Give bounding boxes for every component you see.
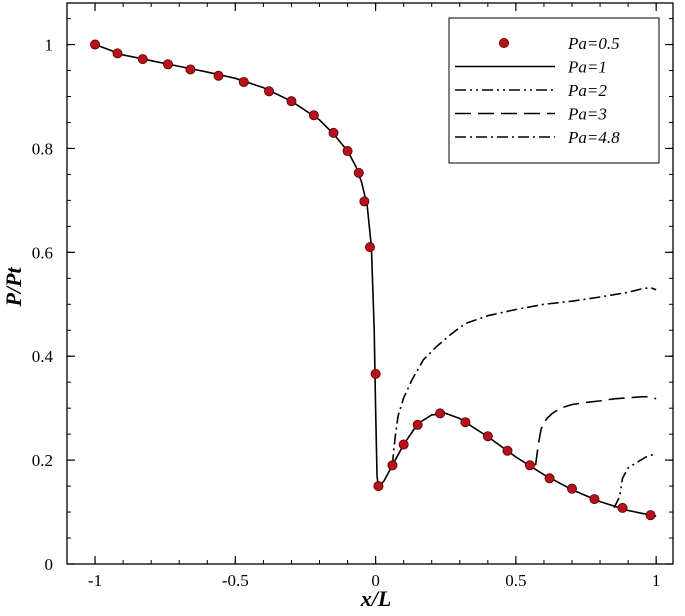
plot-frame <box>66 2 674 565</box>
data-point <box>185 64 196 75</box>
data-point <box>308 110 319 121</box>
legend-label: Pa=4.8 <box>567 128 620 147</box>
data-point <box>645 510 656 521</box>
data-point <box>213 70 224 81</box>
legend-label: Pa=1 <box>567 58 607 77</box>
series-line-3 <box>534 395 657 466</box>
legend-box <box>448 17 660 164</box>
data-point <box>589 494 600 505</box>
data-point <box>263 86 274 97</box>
data-point <box>387 460 398 471</box>
data-point <box>544 473 555 484</box>
x-tick-label: 1 <box>652 571 661 590</box>
data-point <box>398 439 409 450</box>
legend-label: Pa=0.5 <box>567 34 620 53</box>
series-layer <box>90 39 657 521</box>
x-tick-label: -0.5 <box>222 571 249 590</box>
data-point <box>90 39 101 50</box>
legend-label: Pa=2 <box>567 81 607 100</box>
data-point <box>370 368 381 379</box>
x-tick-label: -1 <box>88 571 102 590</box>
data-point <box>364 242 375 253</box>
data-point <box>435 408 446 419</box>
legend: Pa=0.5 Pa=1 Pa=2 Pa=3 Pa=4.8 <box>448 17 660 164</box>
axis-ticks: -1 -0.5 0 0.5 1 0 0.2 0.4 0.6 0.8 1 <box>32 3 673 590</box>
legend-marker <box>498 38 509 49</box>
y-tick-label: 0.2 <box>32 451 53 470</box>
x-tick-label: 0 <box>371 571 380 590</box>
x-tick-label: 0.5 <box>505 571 526 590</box>
data-point <box>567 483 578 494</box>
data-point <box>412 419 423 430</box>
data-point <box>342 146 353 157</box>
series-line-4 <box>391 286 657 466</box>
y-tick-label: 1 <box>45 36 54 55</box>
data-point <box>238 76 249 87</box>
data-point <box>524 460 535 471</box>
legend-label: Pa=3 <box>567 105 607 124</box>
data-point <box>502 445 513 456</box>
y-tick-label: 0.6 <box>32 243 53 262</box>
data-point <box>359 196 370 207</box>
y-tick-label: 0.4 <box>32 347 54 366</box>
data-point <box>112 48 123 59</box>
y-tick-label: 0 <box>45 555 54 574</box>
data-point <box>460 417 471 428</box>
data-point <box>137 54 148 65</box>
data-point <box>617 502 628 513</box>
x-axis-label: x/L <box>360 586 392 611</box>
data-point <box>373 481 384 492</box>
y-tick-label: 0.8 <box>32 139 53 158</box>
series-line-2 <box>613 452 657 509</box>
y-axis-label: P/Pt <box>1 267 26 308</box>
data-point <box>286 96 297 107</box>
data-point <box>328 127 339 138</box>
data-point <box>162 59 173 70</box>
data-point <box>482 431 493 442</box>
data-point <box>353 167 364 178</box>
